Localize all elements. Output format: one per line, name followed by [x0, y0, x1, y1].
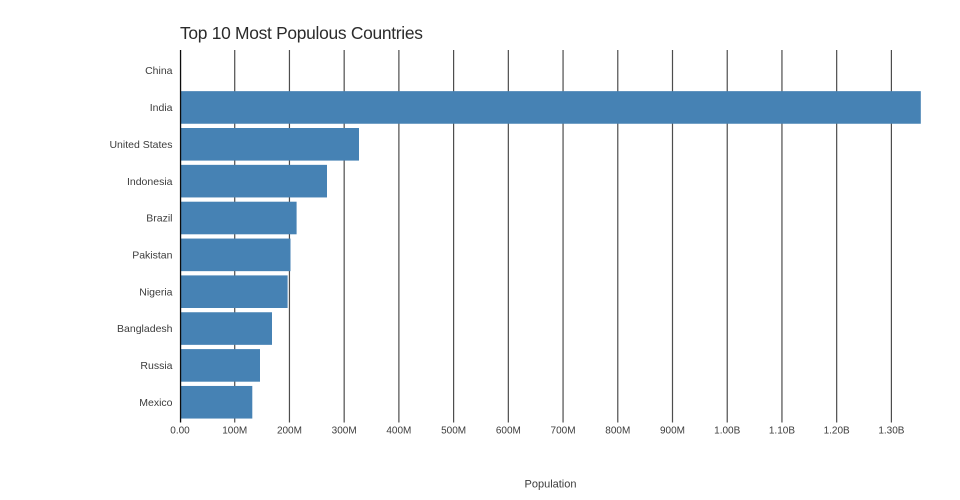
svg-text:400M: 400M	[386, 425, 411, 436]
svg-text:Russia: Russia	[140, 360, 172, 372]
svg-text:Population: Population	[525, 479, 577, 491]
svg-text:China: China	[145, 65, 173, 77]
svg-text:Mexico: Mexico	[139, 397, 172, 409]
svg-text:500M: 500M	[441, 425, 466, 436]
svg-text:100M: 100M	[222, 425, 247, 436]
svg-text:1.20B: 1.20B	[824, 425, 850, 436]
svg-text:Indonesia: Indonesia	[127, 176, 173, 188]
svg-text:United States: United States	[109, 139, 172, 151]
svg-text:Top 10 Most Populous Countries: Top 10 Most Populous Countries	[180, 23, 423, 43]
svg-text:300M: 300M	[332, 425, 357, 436]
svg-text:700M: 700M	[551, 425, 576, 436]
svg-text:1.10B: 1.10B	[769, 425, 795, 436]
svg-text:0.00: 0.00	[170, 425, 190, 436]
svg-text:1.30B: 1.30B	[878, 425, 904, 436]
svg-text:Nigeria: Nigeria	[139, 286, 172, 298]
svg-text:900M: 900M	[660, 425, 685, 436]
svg-text:600M: 600M	[496, 425, 521, 436]
svg-text:1.00B: 1.00B	[714, 425, 740, 436]
svg-text:200M: 200M	[277, 425, 302, 436]
svg-text:Brazil: Brazil	[146, 213, 172, 225]
svg-text:Pakistan: Pakistan	[132, 249, 172, 261]
svg-text:India: India	[150, 102, 173, 114]
svg-text:Bangladesh: Bangladesh	[117, 323, 173, 335]
svg-text:800M: 800M	[605, 425, 630, 436]
